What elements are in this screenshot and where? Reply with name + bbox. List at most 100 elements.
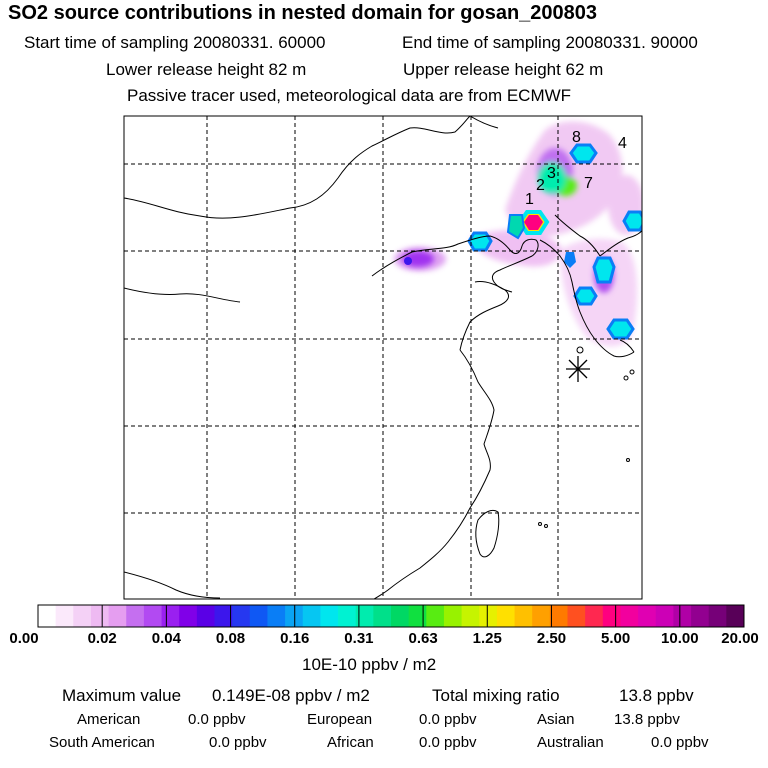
island-3 bbox=[626, 458, 630, 462]
colorbar-swatch bbox=[249, 605, 268, 627]
colorbar-swatch bbox=[285, 605, 304, 627]
colorbar-units: 10E-10 ppbv / m2 bbox=[302, 655, 437, 674]
colorbar-tick-label: 1.25 bbox=[472, 630, 502, 647]
region-name: American bbox=[77, 711, 141, 728]
max-value: 0.149E-08 ppbv / m2 bbox=[212, 686, 370, 705]
hotspot-g bbox=[506, 214, 526, 240]
colorbar-tick-label: 0.16 bbox=[280, 630, 310, 647]
source-label: 7 bbox=[584, 175, 593, 192]
colorbar bbox=[37, 604, 745, 628]
plot-title: SO2 source contributions in nested domai… bbox=[8, 2, 598, 24]
max-value-label: Maximum value bbox=[62, 686, 182, 705]
colorbar-swatch bbox=[443, 605, 462, 627]
south-coast bbox=[124, 571, 221, 599]
border-china-korea bbox=[554, 214, 601, 257]
colorbar-swatch bbox=[38, 605, 57, 627]
colorbar-swatch bbox=[355, 605, 374, 627]
river-1 bbox=[124, 287, 241, 303]
border-mongolia bbox=[124, 116, 471, 219]
region-value: 0.0 ppbv bbox=[419, 711, 477, 728]
region-value: 0.0 ppbv bbox=[419, 734, 477, 751]
colorbar-tick-label: 0.63 bbox=[408, 630, 438, 647]
colorbar-tick-label: 5.00 bbox=[601, 630, 631, 647]
source-label: 8 bbox=[572, 129, 581, 146]
source-label: 1 bbox=[525, 191, 534, 208]
colorbar-swatch bbox=[373, 605, 392, 627]
coast-korea-south bbox=[619, 339, 635, 353]
hotspot-c bbox=[622, 210, 642, 232]
colorbar-swatch bbox=[691, 605, 710, 627]
tracer-note: Passive tracer used, meteorological data… bbox=[127, 86, 572, 105]
upper-release-label: Upper release height 62 m bbox=[403, 60, 604, 79]
total-mixing-label: Total mixing ratio bbox=[432, 686, 560, 705]
island-2 bbox=[629, 369, 635, 375]
colorbar-swatch bbox=[620, 605, 639, 627]
source-label: 4 bbox=[618, 135, 627, 152]
colorbar-swatch bbox=[126, 605, 145, 627]
region-name: Asian bbox=[537, 711, 575, 728]
coast-bohai bbox=[371, 235, 539, 293]
colorbar-swatch bbox=[143, 605, 162, 627]
colorbar-swatch bbox=[73, 605, 92, 627]
coast-korea-west bbox=[539, 239, 635, 358]
source-hotspots bbox=[404, 143, 642, 340]
hotspot-f bbox=[606, 318, 635, 340]
colorbar-swatch bbox=[726, 605, 745, 627]
hotspot-h bbox=[564, 252, 576, 268]
colorbar-swatch bbox=[214, 605, 233, 627]
hotspot-d bbox=[592, 256, 616, 284]
taiwan bbox=[475, 509, 500, 558]
colorbar-swatch bbox=[673, 605, 692, 627]
colorbar-swatch bbox=[320, 605, 339, 627]
total-mixing-value: 13.8 ppbv bbox=[619, 686, 694, 705]
region-name: South American bbox=[49, 734, 155, 751]
colorbar-swatch bbox=[267, 605, 286, 627]
coast-shandong bbox=[459, 281, 509, 351]
colorbar-swatch bbox=[567, 605, 586, 627]
colorbar-swatch bbox=[602, 605, 621, 627]
colorbar-swatch bbox=[90, 605, 109, 627]
region-name: European bbox=[307, 711, 373, 728]
colorbar-swatch bbox=[514, 605, 533, 627]
colorbar-swatch bbox=[638, 605, 657, 627]
colorbar-swatch bbox=[532, 605, 551, 627]
region-value: 13.8 ppbv bbox=[614, 711, 680, 728]
colorbar-tick-label: 0.08 bbox=[215, 630, 246, 647]
colorbar-swatch bbox=[585, 605, 604, 627]
lower-release-label: Lower release height 82 m bbox=[106, 60, 307, 79]
source-labels: 1 2 3 4 7 8 bbox=[525, 129, 627, 208]
colorbar-swatch bbox=[496, 605, 515, 627]
colorbar-swatch bbox=[179, 605, 198, 627]
colorbar-swatch bbox=[461, 605, 480, 627]
plume-cyan-core bbox=[538, 162, 566, 194]
colorbar-tick-label: 0.00 bbox=[9, 630, 39, 647]
region-value: 0.0 ppbv bbox=[651, 734, 709, 751]
island-1 bbox=[623, 375, 629, 381]
hotspot-a bbox=[467, 231, 493, 252]
hotspot-west-dot bbox=[404, 257, 412, 265]
border-northeast bbox=[469, 116, 499, 129]
region-name: African bbox=[327, 734, 374, 751]
colorbar-swatch bbox=[55, 605, 74, 627]
coast-east-china bbox=[373, 349, 495, 599]
colorbar-swatch bbox=[161, 605, 180, 627]
hotspot-b bbox=[569, 143, 598, 164]
region-value: 0.0 ppbv bbox=[188, 711, 246, 728]
concentration-field bbox=[394, 121, 642, 347]
colorbar-swatch bbox=[196, 605, 215, 627]
colorbar-tick-label: 10.00 bbox=[661, 630, 699, 647]
colorbar-tick-label: 20.00 bbox=[721, 630, 759, 647]
graticule bbox=[124, 116, 642, 599]
colorbar-swatch bbox=[108, 605, 127, 627]
map-border bbox=[123, 115, 643, 600]
colorbar-swatch bbox=[232, 605, 251, 627]
colorbar-swatch bbox=[479, 605, 498, 627]
colorbar-swatch bbox=[708, 605, 727, 627]
colorbar-tick-label: 0.02 bbox=[87, 630, 117, 647]
island-5 bbox=[544, 524, 548, 528]
start-time-label: Start time of sampling 20080331. 60000 bbox=[24, 33, 326, 52]
coast-korea-east bbox=[599, 229, 642, 257]
colorbar-swatch bbox=[549, 605, 568, 627]
map-frame-content: 1 2 3 4 7 8 bbox=[124, 116, 642, 599]
